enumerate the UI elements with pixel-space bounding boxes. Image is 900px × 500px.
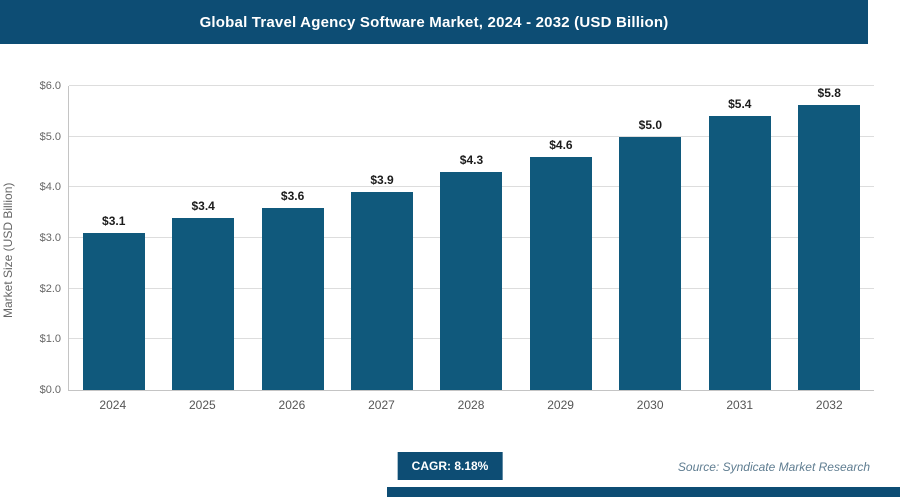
x-tick-label: 2029 — [547, 398, 574, 412]
bottom-accent-strip — [387, 487, 900, 497]
bar-column-2029: $4.6 — [516, 86, 605, 390]
bar-value-label: $5.4 — [728, 97, 752, 112]
bar — [708, 116, 771, 390]
x-axis-labels: 2024 2025 2026 2027 2028 2029 2030 2031 2032 — [68, 398, 874, 412]
cagr-badge: CAGR: 8.18% — [397, 452, 503, 480]
y-tick-label: $0.0 — [39, 384, 61, 396]
bar — [619, 136, 682, 390]
bar-value-label: $3.4 — [191, 198, 215, 213]
bar — [261, 207, 324, 390]
bar — [440, 172, 503, 390]
x-tick-label: 2025 — [188, 398, 216, 412]
x-tick-label: 2031 — [726, 398, 754, 412]
bar-column-2032: $5.8 — [785, 86, 874, 390]
y-tick-label: $2.0 — [39, 282, 61, 295]
bar — [82, 232, 145, 390]
y-tick-label: $6.0 — [39, 80, 61, 92]
bar-column-2026: $3.6 — [248, 86, 337, 390]
chart-title-bar: Global Travel Agency Software Market, 20… — [0, 0, 868, 44]
x-tick-label: 2028 — [457, 398, 485, 412]
y-tick-label: $3.0 — [39, 232, 61, 244]
y-tick-label: $1.0 — [39, 333, 61, 346]
x-tick-label: 2030 — [636, 398, 664, 412]
y-tick-label: $4.0 — [39, 181, 61, 194]
x-tick-label: 2024 — [99, 398, 127, 412]
bar — [529, 156, 592, 390]
bar-column-2028: $4.3 — [427, 86, 516, 390]
bar-value-label: $4.3 — [459, 153, 484, 168]
x-tick-label: 2026 — [278, 398, 306, 412]
gridline — [69, 85, 874, 86]
bars: $3.1 $3.4 $3.6 $3.9 $4.3 $4.6 $5.0 $5.4 $5.8 — [69, 86, 874, 390]
bar-column-2030: $5.0 — [606, 86, 695, 390]
bar-value-label: $3.1 — [102, 213, 126, 228]
source-text: Source: Syndicate Market Research — [677, 460, 870, 474]
gridline — [69, 135, 874, 137]
y-axis-title: Market Size (USD Billion) — [1, 182, 15, 318]
chart-title: Global Travel Agency Software Market, 20… — [199, 13, 669, 31]
bar — [798, 105, 861, 390]
x-tick-label: 2027 — [368, 398, 395, 412]
bar-column-2024: $3.1 — [69, 86, 158, 390]
bar-column-2027: $3.9 — [337, 86, 426, 390]
plot-area: $0.0 $1.0 $2.0 $3.0 $4.0 $5.0 $6.0 $3.1 $3.4 $3.… — [40, 80, 874, 396]
x-tick-label: 2032 — [815, 398, 843, 412]
bar-value-label: $4.6 — [549, 137, 573, 152]
bar — [172, 217, 235, 390]
bar-value-label: $3.9 — [370, 173, 394, 188]
bar-column-2031: $5.4 — [695, 86, 784, 390]
bar-value-label: $5.0 — [638, 117, 663, 132]
y-tick-label: $5.0 — [39, 130, 61, 143]
bar-value-label: $5.8 — [817, 86, 841, 100]
bar-column-2025: $3.4 — [158, 86, 247, 390]
bar-value-label: $3.6 — [280, 188, 305, 203]
bar — [351, 192, 414, 390]
